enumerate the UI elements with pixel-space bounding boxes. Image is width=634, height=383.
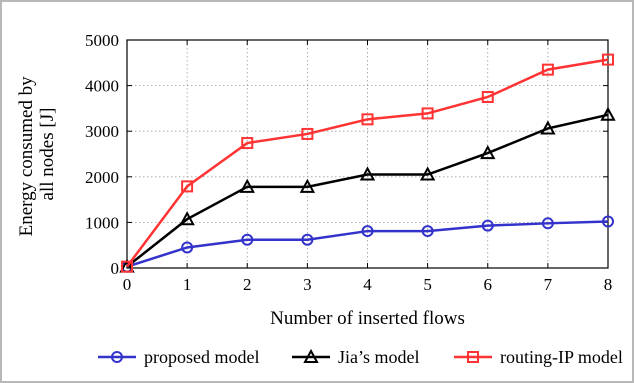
y-tick-label: 0 bbox=[111, 259, 120, 278]
circle-marker bbox=[111, 351, 123, 363]
circle-marker bbox=[602, 215, 614, 228]
series-line bbox=[126, 220, 609, 268]
square-marker bbox=[181, 180, 194, 193]
legend-label: routing-IP model bbox=[500, 347, 623, 367]
legend-item: Jia’s model bbox=[292, 347, 420, 367]
y-tick-label: 4000 bbox=[85, 77, 119, 96]
y-axis-ticks: 0 1000 2000 3000 4000 5000 bbox=[85, 31, 608, 278]
circle-marker bbox=[361, 225, 374, 238]
triangle-marker bbox=[480, 144, 496, 160]
x-tick-label: 0 bbox=[123, 275, 132, 294]
y-tick-label: 5000 bbox=[85, 31, 119, 50]
x-tick-label: 2 bbox=[243, 275, 252, 294]
series-square bbox=[121, 53, 614, 273]
y-axis-label-line-2: all nodes [J] bbox=[37, 108, 58, 201]
triangle-marker bbox=[303, 348, 319, 363]
circle-marker bbox=[181, 241, 194, 254]
legend-label: Jia’s model bbox=[338, 347, 420, 367]
square-marker bbox=[541, 63, 554, 76]
legend-item: routing-IP model bbox=[454, 347, 623, 367]
square-marker bbox=[467, 351, 479, 363]
series-line bbox=[125, 58, 609, 268]
y-tick-label: 1000 bbox=[85, 213, 119, 232]
square-marker bbox=[421, 107, 434, 120]
y-axis-label: Energy consumed by all nodes [J] bbox=[16, 72, 58, 237]
circle-marker bbox=[421, 225, 434, 238]
x-axis-label: Number of inserted flows bbox=[270, 308, 465, 329]
square-marker bbox=[241, 137, 254, 150]
triangle-marker bbox=[299, 178, 316, 193]
square-marker bbox=[361, 113, 374, 126]
triangle-marker bbox=[179, 211, 195, 226]
triangle-marker bbox=[359, 166, 376, 181]
series-triangle bbox=[119, 106, 616, 273]
x-tick-label: 3 bbox=[303, 275, 312, 294]
circle-marker bbox=[241, 233, 254, 246]
series-line bbox=[126, 113, 609, 268]
circle-marker bbox=[481, 219, 494, 232]
y-tick-label: 3000 bbox=[85, 122, 119, 141]
triangle-marker bbox=[239, 178, 255, 193]
square-marker bbox=[481, 91, 494, 103]
legend: proposed model Jia’s model routing-IP mode… bbox=[98, 347, 623, 367]
x-tick-label: 5 bbox=[423, 275, 432, 294]
x-tick-label: 7 bbox=[544, 275, 553, 294]
y-tick-label: 2000 bbox=[85, 168, 119, 187]
circle-marker bbox=[541, 217, 554, 230]
legend-item: proposed model bbox=[98, 347, 259, 367]
x-tick-label: 4 bbox=[363, 275, 372, 294]
grid bbox=[127, 40, 608, 268]
series-circle bbox=[121, 215, 614, 273]
legend-label: proposed model bbox=[144, 347, 259, 367]
x-tick-label: 6 bbox=[484, 275, 493, 294]
square-marker bbox=[301, 127, 314, 140]
square-marker bbox=[602, 53, 614, 66]
circle-marker bbox=[301, 233, 314, 246]
y-axis-label-line-1: Energy consumed by bbox=[16, 76, 37, 237]
series-layer bbox=[119, 53, 616, 273]
square-marker bbox=[121, 260, 133, 273]
triangle-marker bbox=[419, 166, 436, 181]
x-axis-ticks: 0 1 2 3 4 5 6 7 8 bbox=[123, 40, 613, 294]
x-tick-label: 1 bbox=[183, 275, 192, 294]
triangle-marker bbox=[540, 120, 556, 135]
triangle-marker bbox=[600, 106, 616, 121]
x-tick-label: 8 bbox=[604, 275, 613, 294]
